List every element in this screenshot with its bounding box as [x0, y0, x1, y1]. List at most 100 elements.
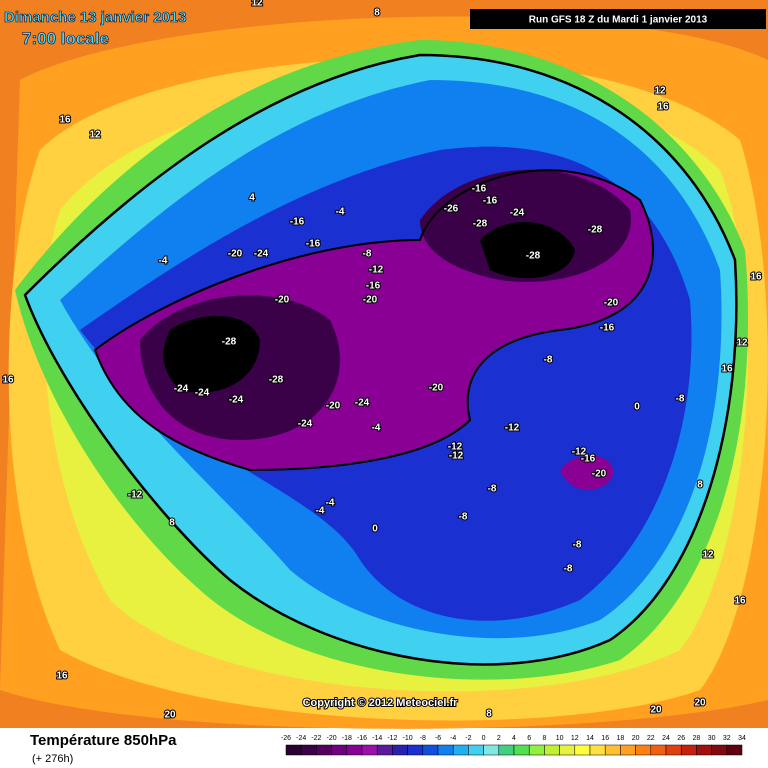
isotherm-label: 0 — [372, 524, 378, 535]
isotherm-label: 0 — [634, 402, 640, 413]
legend-tick-label: 0 — [482, 735, 486, 742]
isotherm-label: 16 — [721, 364, 733, 375]
isotherm-label: -24 — [195, 388, 210, 399]
isotherm-label: -8 — [363, 249, 372, 260]
legend-tick-label: 18 — [617, 735, 625, 742]
isotherm-label: 12 — [251, 0, 263, 9]
isotherm-label: 16 — [56, 671, 68, 682]
isotherm-label: -16 — [290, 217, 305, 228]
isotherm-label: -24 — [254, 249, 269, 260]
legend-swatch — [635, 744, 652, 756]
temperature-field — [0, 16, 768, 729]
legend-swatch — [544, 744, 560, 756]
legend-tick-label: 12 — [571, 735, 579, 742]
isotherm-label: 16 — [2, 375, 14, 386]
legend-tick-label: 6 — [527, 735, 531, 742]
isotherm-label: -8 — [488, 484, 497, 495]
isotherm-label: -28 — [588, 225, 603, 236]
legend-swatch — [498, 744, 515, 756]
isotherm-label: -20 — [604, 298, 619, 309]
isotherm-label: -16 — [483, 196, 498, 207]
legend-swatch — [452, 744, 469, 756]
isotherm-label: -20 — [326, 401, 341, 412]
isotherm-label: -4 — [316, 506, 325, 517]
legend-tick-label: 4 — [512, 735, 516, 742]
legend-tick-label: 2 — [497, 735, 501, 742]
legend-swatch — [726, 744, 743, 756]
isotherm-label: 12 — [736, 338, 748, 349]
isotherm-label: -8 — [676, 394, 685, 405]
isotherm-label: -20 — [429, 383, 444, 394]
legend-swatch — [300, 744, 317, 756]
legend-swatch — [331, 744, 348, 756]
isotherm-label: 16 — [734, 596, 746, 607]
legend-tick-label: -6 — [435, 735, 441, 742]
legend-swatch — [680, 744, 697, 756]
legend-swatch — [513, 744, 530, 756]
legend-tick-label: 20 — [632, 735, 640, 742]
legend-tick-label: 10 — [556, 735, 564, 742]
legend-swatch — [468, 744, 484, 756]
map-time: 7:00 locale — [22, 29, 109, 48]
legend-tick-label: 28 — [693, 735, 701, 742]
isotherm-label: -4 — [372, 423, 381, 434]
legend-swatch — [528, 744, 545, 756]
copyright: Copyright © 2012 Meteociel.fr — [303, 697, 459, 709]
legend-tick-label: 16 — [601, 735, 609, 742]
isotherm-label: -4 — [159, 256, 168, 267]
isotherm-label: -8 — [544, 355, 553, 366]
isotherm-label: -12 — [448, 442, 463, 453]
legend-swatch — [422, 744, 439, 756]
color-legend: -26 -24 -22 -20 -18 -16 -14 -12 -10 -8 -6 -4 -2 0 2 4 6 8… — [281, 735, 746, 756]
isotherm-label: -28 — [473, 219, 488, 230]
legend-tick-label: 14 — [586, 735, 594, 742]
legend-swatch — [589, 744, 606, 756]
legend-swatch — [392, 744, 408, 756]
isotherm-label: 16 — [59, 115, 71, 126]
legend-tick-label: -2 — [465, 735, 471, 742]
isotherm-label: 12 — [654, 86, 666, 97]
isotherm-label: -20 — [363, 295, 378, 306]
legend-swatch — [665, 744, 682, 756]
legend-tick-label: 24 — [662, 735, 670, 742]
isotherm-label: 8 — [697, 480, 703, 491]
legend-tick-label: 30 — [708, 735, 716, 742]
isotherm-label: 12 — [89, 130, 101, 141]
isotherm-label: -20 — [592, 469, 607, 480]
legend-tick-label: -26 — [281, 735, 291, 742]
isotherm-label: -24 — [510, 208, 525, 219]
isotherm-label: -24 — [355, 398, 370, 409]
legend-tick-label: 8 — [542, 735, 546, 742]
variable: Température 850hPa — [30, 732, 177, 749]
isotherm-label: -12 — [572, 447, 587, 458]
legend-tick-label: -12 — [387, 735, 397, 742]
isotherm-label: -24 — [174, 384, 189, 395]
isotherm-label: -20 — [275, 295, 290, 306]
legend-tick-label: 26 — [677, 735, 685, 742]
legend-swatch — [604, 744, 621, 756]
isotherm-label: 4 — [249, 193, 255, 204]
isotherm-label: -12 — [449, 451, 464, 462]
legend-tick-label: -24 — [296, 735, 306, 742]
run-info: Run GFS 18 Z du Mardi 1 janvier 2013 — [529, 15, 708, 26]
isotherm-label: -20 — [228, 249, 243, 260]
isotherm-label: 12 — [702, 550, 714, 561]
legend-swatch — [437, 744, 454, 756]
isotherm-label: -12 — [369, 265, 384, 276]
legend-tick-label: -8 — [420, 735, 426, 742]
isotherm-label: 20 — [694, 698, 706, 709]
legend-swatch — [696, 744, 712, 756]
map-title: Dimanche 13 janvier 2013 — [4, 9, 187, 26]
legend-swatch — [316, 744, 332, 756]
isotherm-label: -24 — [229, 395, 244, 406]
legend-tick-label: -20 — [327, 735, 337, 742]
isotherm-label: -28 — [222, 337, 237, 348]
isotherm-label: 16 — [657, 102, 669, 113]
run-box — [470, 9, 766, 29]
legend-swatch — [650, 744, 667, 756]
isotherm-label: -8 — [459, 512, 468, 523]
isotherm-label: -8 — [573, 540, 582, 551]
isotherm-label: 16 — [750, 272, 762, 283]
legend-tick-label: 22 — [647, 735, 655, 742]
